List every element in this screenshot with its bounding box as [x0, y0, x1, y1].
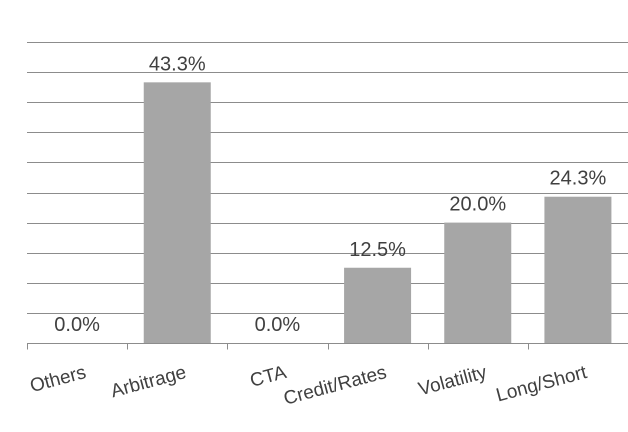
bars — [143, 82, 612, 344]
category-label: Arbitrage — [109, 362, 189, 402]
data-label: 0.0% — [54, 314, 100, 336]
bar-volatility — [444, 222, 512, 343]
category-label: Credit/Rates — [281, 362, 388, 410]
data-labels: 0.0% 43.3% 0.0% 12.5% 20.0% 24.3% — [54, 53, 606, 336]
x-axis — [27, 343, 628, 350]
bar-credit-rates — [344, 267, 412, 343]
category-label: Others — [28, 362, 89, 397]
category-label: CTA — [248, 362, 289, 392]
data-label: 0.0% — [255, 314, 301, 336]
data-label: 43.3% — [149, 53, 206, 75]
bar-long-short — [544, 196, 612, 343]
bar-arbitrage — [143, 82, 211, 344]
gridlines — [27, 42, 628, 314]
category-label: Volatility — [416, 362, 489, 400]
data-label: 24.3% — [550, 168, 607, 190]
category-label: Long/Short — [494, 362, 590, 407]
data-label: 20.0% — [449, 194, 506, 216]
data-label: 12.5% — [349, 239, 406, 261]
